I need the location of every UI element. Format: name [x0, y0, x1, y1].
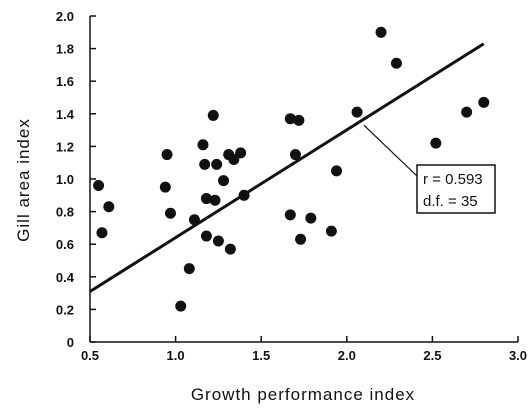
data-point	[235, 147, 247, 159]
y-tick-label: 0.2	[56, 302, 74, 317]
annotation-leader-line	[363, 124, 418, 177]
data-point	[211, 158, 223, 170]
data-point	[164, 207, 176, 219]
annotation-box	[416, 164, 496, 214]
data-point	[295, 233, 307, 245]
data-point	[199, 158, 211, 170]
y-tick-label: 1.2	[56, 139, 74, 154]
x-tick-label: 0.5	[81, 348, 99, 363]
y-tick-label: 1.6	[56, 74, 74, 89]
data-point	[93, 180, 105, 192]
data-point	[375, 26, 387, 38]
annotation-df-value: d.f. = 35	[423, 193, 478, 210]
data-point	[161, 149, 173, 161]
data-point	[159, 181, 171, 193]
data-point	[96, 227, 108, 239]
data-point	[209, 194, 221, 206]
y-tick-label: 0.8	[56, 205, 74, 220]
data-point	[305, 212, 317, 224]
data-point	[351, 106, 363, 118]
data-point	[461, 106, 473, 118]
data-point	[293, 114, 305, 126]
data-point	[325, 225, 337, 237]
x-tick-label: 2.5	[423, 348, 441, 363]
data-point	[284, 113, 296, 125]
x-tick-label: 2.0	[338, 348, 356, 363]
data-point	[331, 165, 343, 177]
y-axis-title: Gill area index	[14, 118, 33, 242]
data-point	[197, 139, 209, 151]
y-tick-label: 1.8	[56, 42, 74, 57]
data-point	[183, 263, 195, 275]
data-point	[390, 57, 402, 69]
data-point	[228, 153, 240, 165]
data-point	[200, 230, 212, 242]
data-point	[284, 209, 296, 221]
data-point	[200, 193, 212, 205]
x-axis-ticks: 0.5 1.0 1.5 2.0 2.5 3.0	[81, 336, 527, 363]
regression-line	[89, 42, 485, 293]
x-tick-label: 1.5	[252, 348, 270, 363]
data-points	[93, 26, 490, 312]
data-point	[224, 243, 236, 255]
data-point	[289, 149, 301, 161]
x-tick-label: 3.0	[509, 348, 527, 363]
data-point	[103, 201, 115, 213]
x-axis-title: Growth performance index	[191, 385, 415, 404]
y-tick-label: 0.4	[56, 270, 75, 285]
data-point	[430, 137, 442, 149]
y-axis-ticks: 0 0.2 0.4 0.6 0.8 1.0 1.2 1.4 1.6 1.8 2.0	[56, 9, 96, 350]
data-point	[175, 300, 187, 312]
y-tick-label: 0	[67, 335, 74, 350]
data-point	[207, 109, 219, 121]
y-tick-label: 1.4	[56, 107, 75, 122]
y-tick-label: 1.0	[56, 172, 74, 187]
data-point	[218, 175, 230, 187]
annotation-r-value: r = 0.593	[423, 171, 483, 188]
y-tick-label: 0.6	[56, 237, 74, 252]
data-point	[478, 96, 490, 108]
data-point	[212, 235, 224, 247]
y-tick-label: 2.0	[56, 9, 74, 24]
x-tick-label: 1.0	[167, 348, 185, 363]
stats-annotation: r = 0.593 d.f. = 35	[363, 124, 496, 214]
